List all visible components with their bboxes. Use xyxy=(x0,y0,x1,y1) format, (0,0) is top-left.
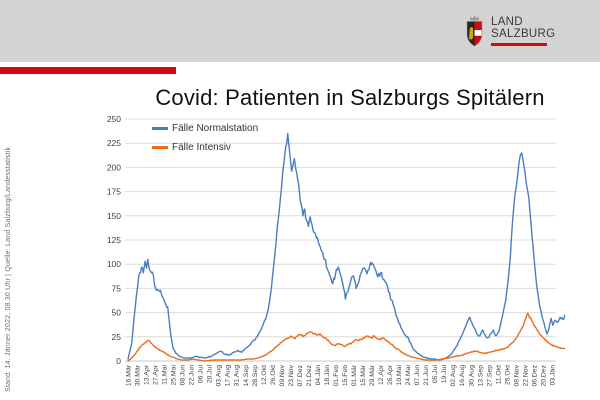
x-axis-label: 08.Nov xyxy=(513,364,520,386)
x-axis-label: 19.Jul xyxy=(441,365,448,384)
x-axis-label: 01.Mär xyxy=(351,364,358,386)
x-axis-label: 14.Sep xyxy=(243,365,250,387)
x-axis-label: 06.Dez xyxy=(531,364,538,386)
legend-label-normalstation: Fälle Normalstation xyxy=(172,123,259,134)
x-axis-label: 04.Jän xyxy=(315,365,322,386)
series-line-normalstation xyxy=(127,132,566,361)
legend-swatch-normalstation xyxy=(152,127,168,130)
x-axis-label: 16.Aug xyxy=(459,365,466,387)
x-axis-label: 24.Mai xyxy=(405,365,412,386)
x-axis-label: 21.Jun xyxy=(423,365,430,386)
y-axis-label: 75 xyxy=(112,283,122,293)
x-axis-label: 20.Jul xyxy=(207,365,214,384)
accent-bar xyxy=(0,67,176,74)
x-axis-label: 02.Aug xyxy=(450,365,457,387)
logo-line-1: LAND xyxy=(491,16,523,28)
chart-legend: Fälle Normalstation Fälle Intensiv xyxy=(152,123,258,153)
y-axis-label: 25 xyxy=(112,332,122,342)
x-axis-label: 16.Mär xyxy=(126,364,133,386)
x-axis-label: 21.Dez xyxy=(306,364,313,386)
x-axis-label: 11.Okt xyxy=(495,365,502,385)
series-line-intensiv xyxy=(127,312,566,362)
x-axis-label: 22.Jun xyxy=(189,365,196,386)
y-axis-label: 125 xyxy=(107,235,121,245)
x-axis-label: 25.Okt xyxy=(504,365,511,385)
x-axis-label: 15.Feb xyxy=(342,365,349,386)
x-axis-label: 03.Aug xyxy=(216,365,223,387)
x-axis-label: 26.Apr xyxy=(387,364,394,385)
y-axis-label: 225 xyxy=(107,138,121,148)
x-axis-label: 06.Jul xyxy=(198,365,205,384)
x-axis-label: 25.Mai xyxy=(171,365,178,386)
chart-title: Covid: Patienten in Salzburgs Spitälern xyxy=(155,85,545,110)
x-axis-label: 01.Feb xyxy=(333,365,340,386)
x-axis-label: 15.Mär xyxy=(360,364,367,386)
logo-text: LAND SALZBURG xyxy=(491,14,555,46)
logo-line-2: SALZBURG xyxy=(491,28,556,40)
legend-item-intensiv: Fälle Intensiv xyxy=(152,142,258,153)
y-axis-label: 200 xyxy=(107,162,121,172)
crest-crown xyxy=(470,15,479,21)
x-axis-label: 29.Mär xyxy=(369,364,376,386)
x-axis-label: 27.Apr xyxy=(153,364,160,385)
x-axis-label: 11.Mai xyxy=(162,365,169,385)
x-axis-label: 07.Jun xyxy=(414,365,421,386)
x-axis-label: 22.Nov xyxy=(522,364,529,386)
legend-swatch-intensiv xyxy=(152,146,168,149)
logo-underline xyxy=(491,43,547,46)
x-axis-label: 13.Sep xyxy=(477,365,484,387)
x-axis-label: 05.Jul xyxy=(432,365,439,384)
x-axis-label: 12.Okt xyxy=(261,365,268,385)
x-axis-label: 31.Aug xyxy=(234,365,241,387)
y-axis-label: 50 xyxy=(112,308,122,318)
legend-item-normalstation: Fälle Normalstation xyxy=(152,123,258,134)
y-axis-label: 100 xyxy=(107,259,121,269)
header-band xyxy=(0,0,600,62)
salzburg-crest-icon xyxy=(466,15,483,47)
x-axis-label: 28.Sep xyxy=(252,365,259,387)
land-salzburg-logo: LAND SALZBURG xyxy=(465,14,555,48)
legend-label-intensiv: Fälle Intensiv xyxy=(172,142,231,153)
x-axis-label: 10.Mai xyxy=(396,365,403,386)
x-axis-label: 17.Aug xyxy=(225,365,232,387)
x-axis-label: 26.Okt xyxy=(270,365,277,385)
y-axis-label: 0 xyxy=(116,356,121,366)
x-axis-label: 30.Mär xyxy=(135,364,142,386)
x-axis-label: 08.Jun xyxy=(180,365,187,386)
y-axis-label: 250 xyxy=(107,114,121,124)
x-axis-label: 18.Jän xyxy=(324,365,331,386)
x-axis-label: 13.Apr xyxy=(144,364,151,385)
x-axis-label: 27.Sep xyxy=(486,365,493,387)
x-axis-label: 23.Nov xyxy=(288,364,295,386)
x-axis-label: 20.Dez xyxy=(540,364,547,386)
y-axis-label: 150 xyxy=(107,211,121,221)
x-axis-label: 09.Nov xyxy=(279,364,286,386)
x-axis-label: 03.Jän xyxy=(549,365,556,386)
x-axis-label: 07.Dez xyxy=(297,364,304,386)
crest-lion xyxy=(469,26,474,40)
x-axis-label: 30.Aug xyxy=(468,365,475,387)
y-axis-label: 175 xyxy=(107,187,121,197)
x-axis-label: 12.Apr xyxy=(378,364,385,385)
